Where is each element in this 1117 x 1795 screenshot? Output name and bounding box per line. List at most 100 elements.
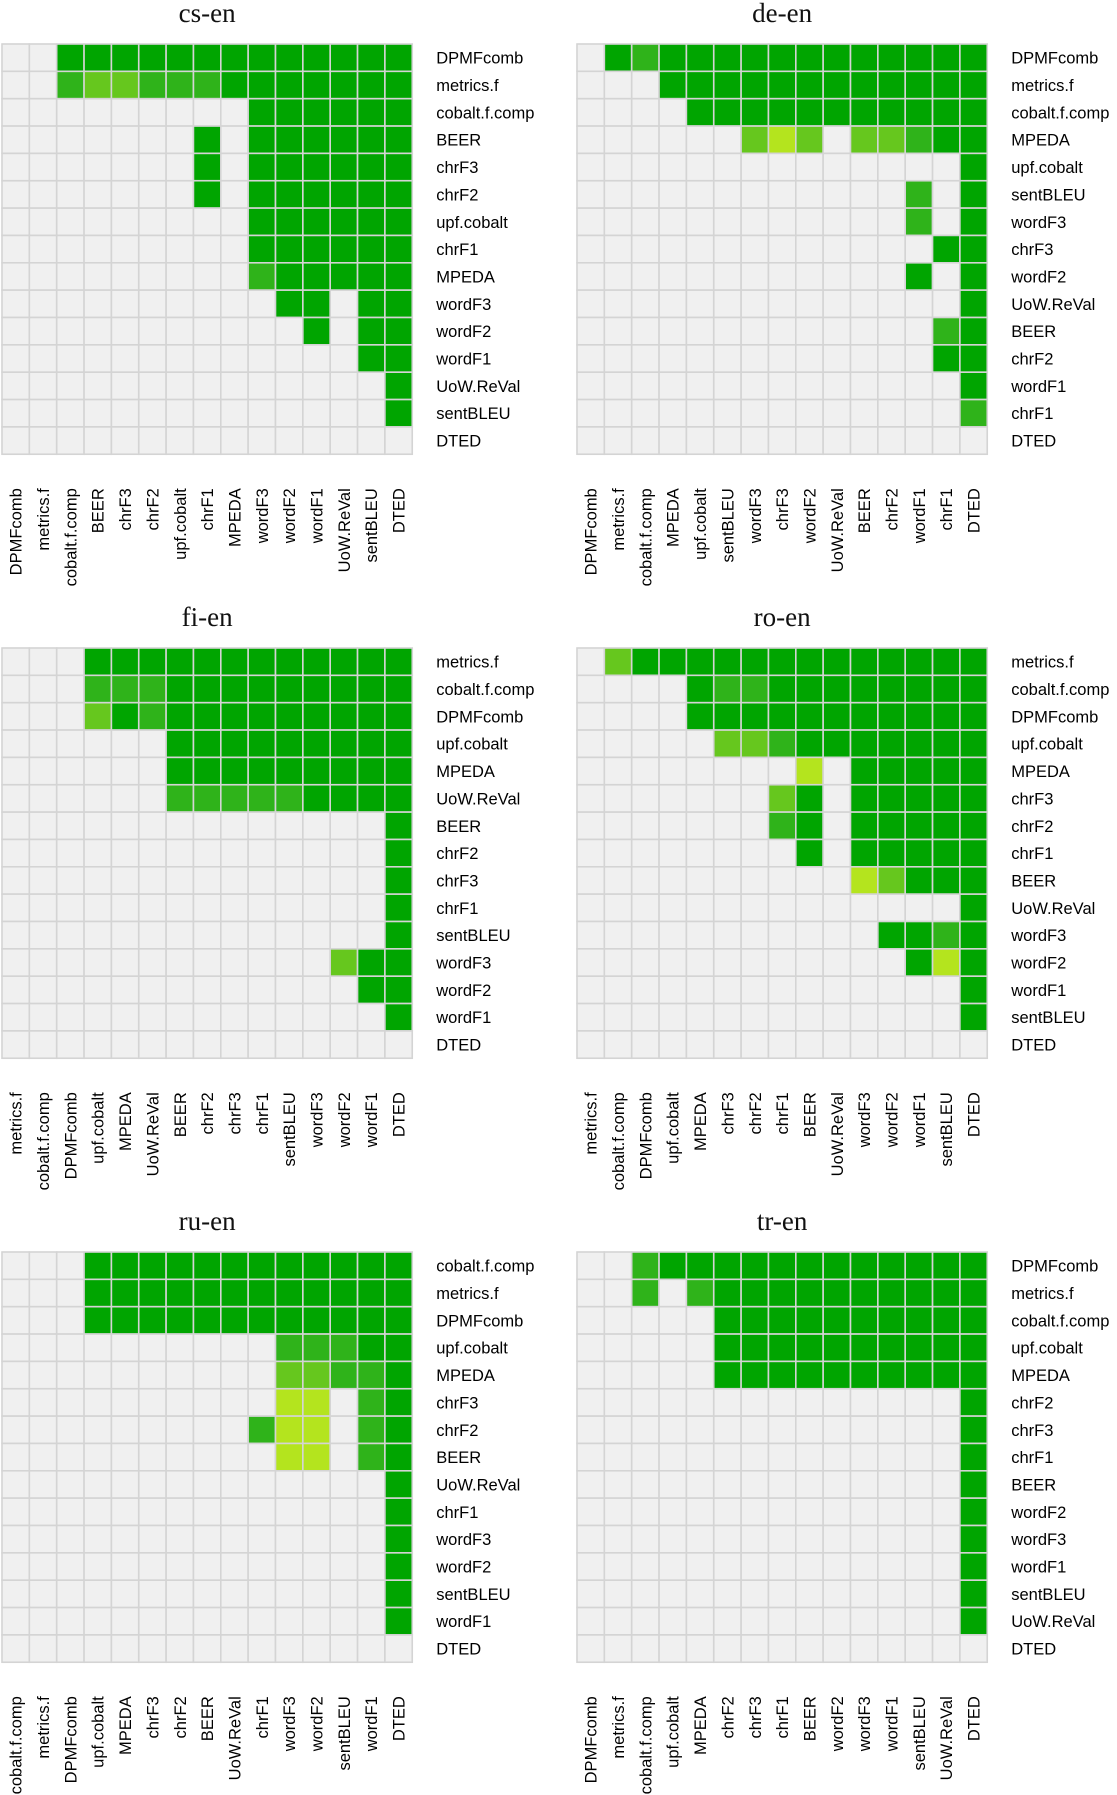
column-label: BEER [801, 1696, 819, 1741]
heatmap-cell [822, 1278, 852, 1308]
heatmap-cell [384, 1278, 414, 1308]
heatmap-cell [110, 1002, 140, 1032]
heatmap-cell [329, 1278, 359, 1308]
heatmap-cell [576, 1002, 606, 1032]
column-label: wordF2 [336, 1092, 354, 1148]
heatmap-cell [877, 289, 906, 319]
heatmap-cell [685, 1387, 715, 1417]
heatmap-cell [110, 756, 140, 786]
heatmap-cell [28, 1470, 58, 1499]
heatmap-cell [658, 152, 688, 182]
heatmap-cell [137, 125, 167, 155]
heatmap-cell [83, 1278, 113, 1308]
heatmap-cell [740, 344, 770, 374]
heatmap-cell [329, 1579, 359, 1609]
heatmap-cell [192, 316, 222, 346]
heatmap-cell [1, 783, 31, 813]
heatmap-cell [576, 1579, 606, 1609]
heatmap-cell [384, 261, 414, 291]
heatmap-cell [603, 1333, 633, 1363]
row-label: wordF3 [435, 1531, 491, 1549]
heatmap-cell [28, 1552, 58, 1581]
heatmap-cell [712, 234, 742, 264]
heatmap-cell [302, 674, 332, 704]
heatmap-cell [28, 97, 58, 127]
heatmap-cell [603, 125, 633, 155]
heatmap-cell [712, 1387, 742, 1417]
heatmap-cell [576, 1442, 606, 1472]
heatmap-cell [137, 234, 167, 264]
heatmap-cell [55, 234, 85, 264]
heatmap-cell [740, 729, 770, 759]
heatmap-cell [931, 647, 961, 677]
column-label: cobalt.f.comp [637, 488, 655, 586]
heatmap-cell [83, 811, 113, 841]
heatmap-cell [247, 1278, 277, 1308]
heatmap-cell [849, 316, 879, 346]
heatmap-cell [110, 920, 140, 950]
heatmap-cell [794, 893, 824, 923]
heatmap-cell [302, 1002, 332, 1032]
heatmap-cell [220, 865, 249, 895]
heatmap-cell [384, 43, 414, 73]
heatmap-cell [137, 1470, 167, 1499]
heatmap-cell [931, 1524, 961, 1554]
heatmap-cell [822, 838, 852, 868]
heatmap-cell [931, 1634, 961, 1664]
heatmap-cell [822, 783, 852, 813]
heatmap-cell [329, 1333, 359, 1363]
heatmap-cell [83, 207, 113, 237]
heatmap-cell [740, 179, 770, 209]
heatmap-cell [137, 289, 167, 319]
heatmap-cell [767, 838, 797, 868]
heatmap-cell [712, 43, 742, 73]
heatmap-cell [192, 43, 222, 73]
heatmap-cell [740, 1251, 770, 1281]
heatmap-cell [28, 1415, 58, 1445]
heatmap-cell [55, 289, 85, 319]
heatmap-cell [247, 261, 277, 291]
column-label: wordF2 [801, 488, 819, 544]
heatmap-cell [794, 1497, 824, 1527]
heatmap-cell [822, 1497, 852, 1527]
column-label: UoW.ReVal [829, 488, 847, 572]
heatmap-cell [630, 1470, 660, 1499]
heatmap-cell [849, 1497, 879, 1527]
heatmap-cell [685, 70, 715, 100]
heatmap-cell [55, 1470, 85, 1499]
heatmap-cell [83, 97, 113, 127]
heatmap-cell [329, 838, 359, 868]
row-label: DTED [436, 1037, 481, 1055]
heatmap-cell [794, 1251, 824, 1281]
heatmap-cell [1, 865, 31, 895]
column-label: sentBLEU [336, 1696, 354, 1770]
heatmap-cell [849, 701, 879, 731]
column-label: cobalt.f.comp [62, 488, 80, 586]
heatmap-cell [55, 1333, 85, 1363]
heatmap-cell [274, 179, 304, 209]
heatmap-cell [247, 1442, 277, 1472]
heatmap-cell [794, 783, 824, 813]
heatmap-cell [794, 1278, 824, 1308]
heatmap-cell [1, 1387, 31, 1417]
heatmap-cell [822, 893, 852, 923]
column-label: wordF3 [856, 1696, 874, 1752]
heatmap-cell [740, 125, 770, 155]
heatmap-cell [83, 865, 113, 895]
heatmap-cell [576, 1333, 606, 1363]
heatmap-cell [630, 1634, 660, 1664]
heatmap-cell [220, 975, 249, 1005]
heatmap-cell [192, 125, 222, 155]
heatmap-cell [685, 1497, 715, 1527]
heatmap-cell [959, 838, 989, 868]
heatmap-cell [576, 398, 606, 428]
heatmap-cell [356, 1524, 386, 1554]
heatmap-cell [712, 1470, 742, 1499]
heatmap-cell [83, 701, 113, 731]
heatmap-cell [1, 674, 31, 704]
heatmap-cell [849, 893, 879, 923]
column-label: metrics.f [583, 1092, 601, 1155]
heatmap-cell [55, 1442, 85, 1472]
heatmap-cell [247, 701, 277, 731]
heatmap-cell [356, 1030, 386, 1060]
